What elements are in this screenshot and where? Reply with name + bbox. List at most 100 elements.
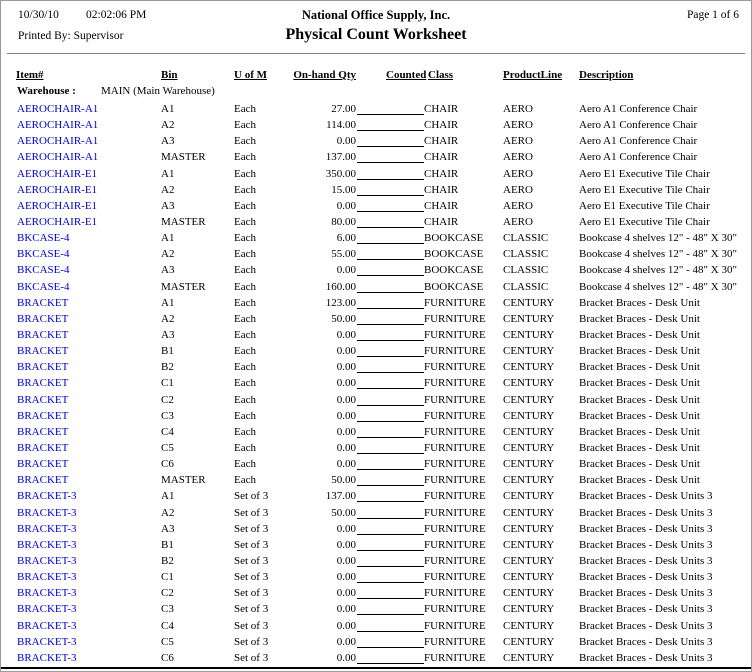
- item-number-link[interactable]: BRACKET: [17, 409, 69, 422]
- class-value: FURNITURE: [424, 651, 486, 664]
- bin-value: C2: [161, 393, 174, 406]
- item-number-link[interactable]: AEROCHAIR-E1: [17, 215, 98, 228]
- item-number-link[interactable]: BRACKET: [17, 458, 69, 471]
- productline-value: CENTURY: [503, 328, 555, 341]
- description-value: Bracket Braces - Desk Unit: [579, 441, 700, 454]
- onhand-qty-value: 114.00: [326, 119, 356, 132]
- bin-value: A2: [161, 506, 175, 519]
- class-value: FURNITURE: [424, 554, 486, 567]
- item-number-link[interactable]: BRACKET: [17, 393, 69, 406]
- item-number-link[interactable]: BRACKET: [17, 377, 69, 390]
- item-number-link[interactable]: AEROCHAIR-E1: [17, 199, 98, 212]
- description-value: Bracket Braces - Desk Unit: [579, 328, 700, 341]
- bin-value: A3: [161, 199, 175, 212]
- onhand-qty-value: 0.00: [336, 522, 356, 535]
- class-value: BOOKCASE: [424, 264, 484, 277]
- table-row: AEROCHAIR-A1 A3 Each 0.00 CHAIR AERO Aer…: [1, 133, 751, 149]
- item-number-link[interactable]: BRACKET: [17, 328, 69, 341]
- item-number-link[interactable]: BRACKET-3: [17, 619, 77, 632]
- uom-value: Each: [234, 103, 256, 115]
- item-number-link[interactable]: AEROCHAIR-A1: [17, 103, 99, 115]
- item-number-link[interactable]: AEROCHAIR-A1: [17, 135, 99, 148]
- onhand-qty-value: 0.00: [336, 538, 356, 551]
- item-number-link[interactable]: BRACKET: [17, 474, 69, 487]
- item-number-link[interactable]: BRACKET-3: [17, 603, 77, 616]
- description-value: Bracket Braces - Desk Unit: [579, 474, 700, 487]
- uom-value: Each: [234, 280, 256, 293]
- item-number-link[interactable]: BRACKET: [17, 361, 69, 374]
- description-value: Bracket Braces - Desk Unit: [579, 409, 700, 422]
- item-number-link[interactable]: BRACKET-3: [17, 651, 77, 664]
- table-row: BKCASE-4 A3 Each 0.00 BOOKCASE CLASSIC B…: [1, 262, 751, 278]
- bin-value: A3: [161, 135, 175, 148]
- column-header-productline: ProductLine: [503, 69, 563, 81]
- item-number-link[interactable]: BRACKET-3: [17, 571, 77, 584]
- worksheet-rows: AEROCHAIR-A1 A1 Each 27.00 CHAIR AERO Ae…: [1, 101, 751, 666]
- item-number-link[interactable]: BRACKET-3: [17, 554, 77, 567]
- item-number-link[interactable]: AEROCHAIR-E1: [17, 183, 98, 196]
- table-row: AEROCHAIR-E1 A1 Each 350.00 CHAIR AERO A…: [1, 166, 751, 182]
- description-value: Aero E1 Executive Tile Chair: [579, 183, 710, 196]
- item-number-link[interactable]: BKCASE-4: [17, 232, 70, 245]
- class-value: CHAIR: [424, 199, 459, 212]
- bin-value: A1: [161, 103, 175, 115]
- bin-value: C4: [161, 425, 174, 438]
- item-number-link[interactable]: BKCASE-4: [17, 280, 70, 293]
- counted-blank-line: [357, 522, 424, 535]
- onhand-qty-value: 0.00: [336, 619, 356, 632]
- bin-value: B1: [161, 538, 174, 551]
- bin-value: B2: [161, 361, 174, 374]
- uom-value: Set of 3: [234, 506, 269, 519]
- productline-value: AERO: [503, 199, 533, 212]
- column-header-uom: U of M: [234, 69, 267, 81]
- counted-blank-line: [357, 328, 424, 341]
- item-number-link[interactable]: BRACKET-3: [17, 490, 77, 503]
- warehouse-value: MAIN (Main Warehouse): [101, 85, 215, 97]
- table-row: AEROCHAIR-E1 MASTER Each 80.00 CHAIR AER…: [1, 214, 751, 230]
- item-number-link[interactable]: BRACKET-3: [17, 587, 77, 600]
- item-number-link[interactable]: BRACKET-3: [17, 635, 77, 648]
- item-number-link[interactable]: BRACKET: [17, 425, 69, 438]
- item-number-link[interactable]: BKCASE-4: [17, 264, 70, 277]
- productline-value: CENTURY: [503, 619, 555, 632]
- productline-value: CENTURY: [503, 441, 555, 454]
- table-row: BRACKET A3 Each 0.00 FURNITURE CENTURY B…: [1, 327, 751, 343]
- item-number-link[interactable]: AEROCHAIR-A1: [17, 151, 99, 164]
- item-number-link[interactable]: AEROCHAIR-E1: [17, 167, 98, 180]
- item-number-link[interactable]: BRACKET-3: [17, 522, 77, 535]
- counted-blank-line: [357, 118, 424, 132]
- class-value: FURNITURE: [424, 328, 486, 341]
- table-row: BRACKET C1 Each 0.00 FURNITURE CENTURY B…: [1, 375, 751, 391]
- counted-blank-line: [357, 425, 424, 438]
- productline-value: AERO: [503, 215, 533, 228]
- uom-value: Each: [234, 458, 256, 471]
- item-number-link[interactable]: BRACKET-3: [17, 506, 77, 519]
- uom-value: Each: [234, 345, 256, 358]
- item-number-link[interactable]: BRACKET: [17, 441, 69, 454]
- item-number-link[interactable]: BRACKET: [17, 345, 69, 358]
- table-row: BRACKET-3 C4 Set of 3 0.00 FURNITURE CEN…: [1, 618, 751, 634]
- onhand-qty-value: 0.00: [336, 458, 356, 471]
- class-value: FURNITURE: [424, 312, 486, 325]
- uom-value: Set of 3: [234, 603, 269, 616]
- counted-blank-line: [357, 651, 424, 664]
- class-value: FURNITURE: [424, 571, 486, 584]
- item-number-link[interactable]: BRACKET-3: [17, 538, 77, 551]
- onhand-qty-value: 0.00: [336, 393, 356, 406]
- item-number-link[interactable]: AEROCHAIR-A1: [17, 119, 99, 132]
- counted-blank-line: [357, 586, 424, 600]
- productline-value: CLASSIC: [503, 264, 549, 277]
- uom-value: Each: [234, 409, 256, 422]
- table-row: AEROCHAIR-E1 A3 Each 0.00 CHAIR AERO Aer…: [1, 198, 751, 214]
- column-header-class: Class: [428, 69, 454, 81]
- table-row: BRACKET-3 B2 Set of 3 0.00 FURNITURE CEN…: [1, 553, 751, 569]
- productline-value: CENTURY: [503, 538, 555, 551]
- item-number-link[interactable]: BKCASE-4: [17, 248, 70, 261]
- printed-by: Printed By: Supervisor: [18, 30, 124, 42]
- description-value: Bracket Braces - Desk Unit: [579, 393, 700, 406]
- item-number-link[interactable]: BRACKET: [17, 312, 69, 325]
- onhand-qty-value: 50.00: [331, 474, 356, 487]
- uom-value: Each: [234, 167, 256, 180]
- uom-value: Each: [234, 361, 256, 374]
- item-number-link[interactable]: BRACKET: [17, 296, 69, 309]
